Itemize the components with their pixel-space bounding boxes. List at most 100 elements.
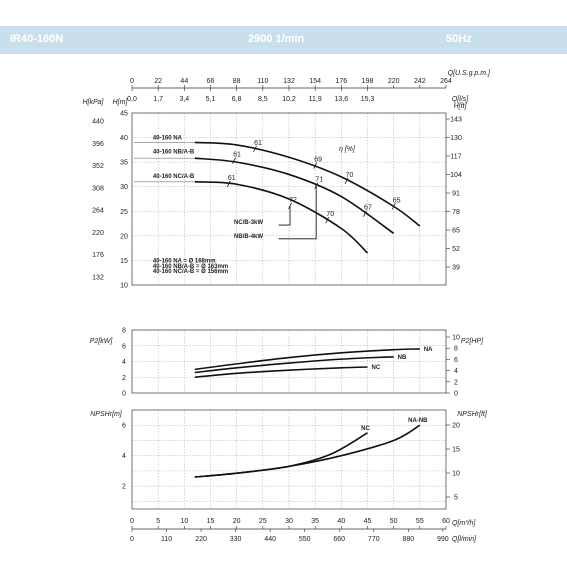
npsh-grid xyxy=(131,409,447,510)
x-tick-gpm: 44 xyxy=(180,78,188,85)
efficiency-value: 61 xyxy=(233,152,241,159)
efficiency-value: 70 xyxy=(346,172,354,179)
x-tick-ls: 0,0 xyxy=(127,96,137,103)
x-tick-lmin: 770 xyxy=(368,536,380,543)
x-tick-gpm: 154 xyxy=(309,78,321,85)
x-tick-lmin: 330 xyxy=(230,536,242,543)
head-annotation: NB/B-4kW xyxy=(234,234,263,240)
x-tick-m3h: 50 xyxy=(390,518,398,525)
x-tick-m3h: 25 xyxy=(259,518,267,525)
efficiency-value: 72 xyxy=(289,197,297,204)
x-label-ls: Q[l/s] xyxy=(452,96,469,103)
x-tick-m3h: 45 xyxy=(364,518,372,525)
head-curve xyxy=(194,157,395,235)
efficiency-value: 61 xyxy=(228,175,236,182)
efficiency-tick xyxy=(313,162,318,169)
x-label-lmin: Q[l/min] xyxy=(452,536,477,543)
y-tick-m: 15 xyxy=(120,258,128,265)
x-tick-gpm: 22 xyxy=(154,78,162,85)
y-tick-ft: 39 xyxy=(452,265,460,272)
x-tick-m3h: 0 xyxy=(130,518,134,525)
y-tick-kpa: 396 xyxy=(92,141,104,148)
frequency-label: 50Hz xyxy=(446,33,472,45)
efficiency-tick xyxy=(253,145,257,153)
head-curve xyxy=(194,181,369,254)
y-tick-ft: 130 xyxy=(450,135,462,142)
y-tick-hp: 10 xyxy=(452,335,460,342)
x-tick-m3h: 55 xyxy=(416,518,424,525)
power-series-label: NB xyxy=(398,355,407,361)
y-tick-hp: 6 xyxy=(454,357,458,364)
y-tick-hp: 2 xyxy=(454,379,458,386)
y-tick-m: 20 xyxy=(120,233,128,240)
y-tick-ft: 78 xyxy=(452,209,460,216)
x-tick-gpm: 242 xyxy=(414,78,426,85)
y-tick-hp: 4 xyxy=(454,368,458,375)
x-tick-m3h: 40 xyxy=(337,518,345,525)
x-tick-gpm: 176 xyxy=(335,78,347,85)
head-annotation: 40-160 NC/A-B = Ø 156mm xyxy=(153,269,228,275)
model-title: IR40-160N xyxy=(10,33,64,45)
y-tick-ft: 104 xyxy=(450,172,462,179)
axes: 4540353025201510440396352308264220176132… xyxy=(82,70,491,543)
y-tick-npsh-m: 6 xyxy=(122,423,126,430)
x-label-m3h: Q[m³/h] xyxy=(452,520,476,527)
power-curve xyxy=(194,348,420,371)
x-tick-lmin: 220 xyxy=(195,536,207,543)
x-tick-m3h: 10 xyxy=(180,518,188,525)
x-tick-ls: 15,3 xyxy=(361,96,375,103)
x-tick-gpm: 66 xyxy=(207,78,215,85)
header-bar: IR40-160N 2900 1/min 50Hz xyxy=(0,26,567,54)
y-label-kpa: H[kPa] xyxy=(82,99,104,106)
y-tick-kw: 6 xyxy=(122,343,126,350)
y-tick-m: 10 xyxy=(120,283,128,290)
x-tick-lmin: 440 xyxy=(264,536,276,543)
y-tick-ft: 91 xyxy=(452,191,460,198)
y-tick-kw: 4 xyxy=(122,359,126,366)
x-tick-lmin: 0 xyxy=(130,536,134,543)
x-tick-gpm: 264 xyxy=(440,78,452,85)
y-tick-kpa: 308 xyxy=(92,185,104,192)
npsh-curve xyxy=(194,432,368,478)
y-tick-m: 25 xyxy=(120,209,128,216)
x-tick-ls: 6,8 xyxy=(232,96,242,103)
sizing-leader xyxy=(278,185,317,240)
x-tick-ls: 11,9 xyxy=(309,96,322,103)
x-tick-gpm: 88 xyxy=(233,78,241,85)
power-series-label: NA xyxy=(424,347,433,353)
npsh-curve xyxy=(194,424,421,478)
power-curve xyxy=(194,355,394,374)
y-tick-kpa: 352 xyxy=(92,163,104,170)
y-tick-kpa: 264 xyxy=(92,208,104,215)
y-tick-m: 40 xyxy=(120,135,128,142)
x-tick-m3h: 5 xyxy=(156,518,160,525)
efficiency-value: 61 xyxy=(254,140,262,147)
x-tick-lmin: 110 xyxy=(161,536,172,543)
y-tick-ft: 143 xyxy=(450,117,462,124)
y-label-hp: P2[HP] xyxy=(461,338,484,345)
efficiency-tick xyxy=(232,157,236,164)
y-tick-ft: 52 xyxy=(452,246,460,253)
x-tick-m3h: 35 xyxy=(311,518,319,525)
efficiency-label: η [%] xyxy=(339,146,356,153)
speed-label: 2900 1/min xyxy=(248,33,305,45)
head-annotation: 40-160 NA xyxy=(153,136,183,142)
x-tick-gpm: 110 xyxy=(257,78,268,85)
head-annotation: 40-160 NA = Ø 168mm xyxy=(153,258,216,264)
x-tick-ls: 8,5 xyxy=(258,96,268,103)
x-tick-m3h: 15 xyxy=(207,518,215,525)
y-tick-kw: 0 xyxy=(122,391,126,398)
head-marks: η [%] 61 69 70 65 61 71 67 61 72 70 40-160 NA 40-160… xyxy=(134,136,421,275)
y-tick-kpa: 220 xyxy=(92,230,104,237)
x-tick-ls: 3,4 xyxy=(179,96,189,103)
head-frame xyxy=(131,112,447,286)
y-label-npsh-m: NPSHr[m] xyxy=(90,411,123,418)
power-curve xyxy=(194,366,368,379)
y-tick-npsh-ft: 10 xyxy=(452,471,460,478)
power-frame xyxy=(131,329,447,394)
efficiency-tick xyxy=(226,180,231,187)
y-tick-hp: 0 xyxy=(454,391,458,398)
efficiency-tick xyxy=(363,210,367,217)
npsh-series-label: NA-NB xyxy=(408,418,428,424)
